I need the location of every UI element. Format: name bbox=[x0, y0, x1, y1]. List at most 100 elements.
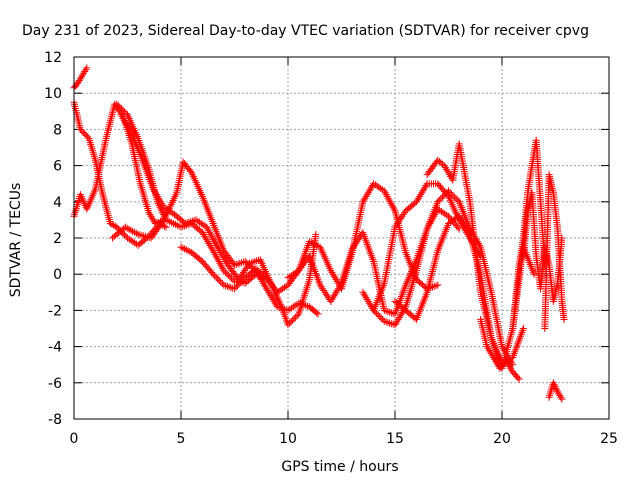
data-point bbox=[456, 214, 464, 222]
data-point bbox=[387, 320, 395, 328]
data-point bbox=[182, 246, 190, 254]
data-point bbox=[117, 111, 125, 119]
data-point bbox=[304, 302, 312, 310]
data-point bbox=[209, 234, 216, 242]
data-point bbox=[381, 189, 389, 197]
data-point bbox=[435, 196, 443, 204]
data-point bbox=[556, 392, 564, 399]
data-point bbox=[207, 230, 215, 238]
data-point bbox=[530, 270, 538, 278]
data-point bbox=[420, 185, 428, 193]
data-point bbox=[166, 218, 174, 226]
data-point bbox=[200, 230, 207, 238]
data-point bbox=[313, 309, 320, 317]
series-track-o bbox=[519, 189, 566, 305]
data-point bbox=[204, 238, 212, 246]
data-point bbox=[246, 259, 253, 267]
data-point bbox=[120, 116, 128, 124]
data-point bbox=[203, 223, 211, 231]
data-point bbox=[159, 209, 167, 217]
data-point bbox=[79, 196, 87, 204]
data-point bbox=[441, 190, 449, 198]
data-point bbox=[238, 270, 246, 278]
data-point bbox=[149, 216, 157, 224]
y-axis-title: SDTVAR / TECUs bbox=[8, 183, 24, 298]
data-point bbox=[117, 105, 125, 113]
data-point bbox=[439, 209, 447, 217]
data-point bbox=[417, 191, 425, 199]
plot-frame bbox=[73, 56, 610, 420]
data-point bbox=[370, 306, 378, 314]
data-point bbox=[147, 212, 155, 220]
data-point bbox=[159, 201, 167, 209]
chart-title: Day 231 of 2023, Sidereal Day-to-day VTE… bbox=[22, 23, 589, 39]
data-point bbox=[395, 218, 403, 226]
data-point bbox=[333, 287, 341, 294]
x-tick-label: 0 bbox=[70, 431, 79, 447]
data-point bbox=[211, 250, 219, 258]
data-point bbox=[437, 195, 445, 203]
data-point bbox=[206, 229, 214, 237]
data-point bbox=[220, 267, 228, 275]
data-point bbox=[373, 310, 381, 317]
data-point bbox=[332, 288, 340, 296]
data-point bbox=[557, 393, 565, 401]
data-point bbox=[209, 247, 217, 255]
data-point bbox=[327, 267, 335, 275]
data-point bbox=[241, 267, 249, 275]
data-point bbox=[322, 290, 330, 298]
data-point bbox=[385, 196, 393, 204]
data-point bbox=[359, 198, 367, 206]
data-point bbox=[462, 223, 470, 231]
y-tick-label: 6 bbox=[53, 159, 62, 175]
data-point bbox=[211, 238, 218, 246]
data-point bbox=[312, 230, 320, 238]
data-point bbox=[259, 279, 267, 287]
data-point bbox=[319, 285, 326, 293]
data-point bbox=[216, 247, 223, 255]
data-point bbox=[317, 283, 325, 291]
data-point bbox=[116, 103, 124, 111]
data-point bbox=[314, 310, 322, 318]
data-point bbox=[487, 350, 495, 358]
data-point bbox=[82, 131, 90, 139]
data-point bbox=[238, 277, 246, 285]
data-point bbox=[354, 236, 362, 244]
data-point bbox=[213, 254, 221, 262]
data-point bbox=[491, 355, 498, 363]
data-point bbox=[386, 308, 394, 316]
data-point bbox=[198, 229, 206, 237]
data-point bbox=[320, 287, 328, 294]
series-track-k bbox=[423, 140, 538, 372]
data-point bbox=[207, 243, 215, 251]
y-tick-label: 2 bbox=[53, 231, 62, 247]
data-point bbox=[441, 210, 449, 218]
data-point bbox=[77, 192, 85, 200]
data-point bbox=[421, 183, 429, 191]
data-point bbox=[361, 292, 369, 300]
data-point bbox=[502, 357, 510, 365]
data-point bbox=[177, 223, 185, 231]
series-track-l bbox=[391, 212, 527, 369]
data-point bbox=[196, 218, 203, 226]
data-point bbox=[434, 281, 442, 289]
data-point bbox=[127, 127, 135, 135]
data-point bbox=[457, 216, 465, 224]
data-point bbox=[441, 163, 449, 171]
data-point bbox=[507, 364, 515, 372]
data-point bbox=[242, 265, 250, 273]
data-point bbox=[264, 287, 272, 294]
data-point bbox=[239, 258, 247, 266]
y-tick-label: 0 bbox=[53, 267, 62, 283]
y-tick-label: 8 bbox=[53, 122, 62, 138]
data-point bbox=[321, 288, 329, 296]
data-point bbox=[261, 281, 268, 289]
data-point bbox=[214, 256, 222, 264]
data-point bbox=[331, 274, 339, 282]
data-point bbox=[396, 216, 404, 224]
data-point bbox=[434, 198, 442, 206]
series-track-f bbox=[117, 111, 320, 329]
data-point bbox=[336, 281, 344, 289]
series-track-p bbox=[541, 171, 568, 332]
